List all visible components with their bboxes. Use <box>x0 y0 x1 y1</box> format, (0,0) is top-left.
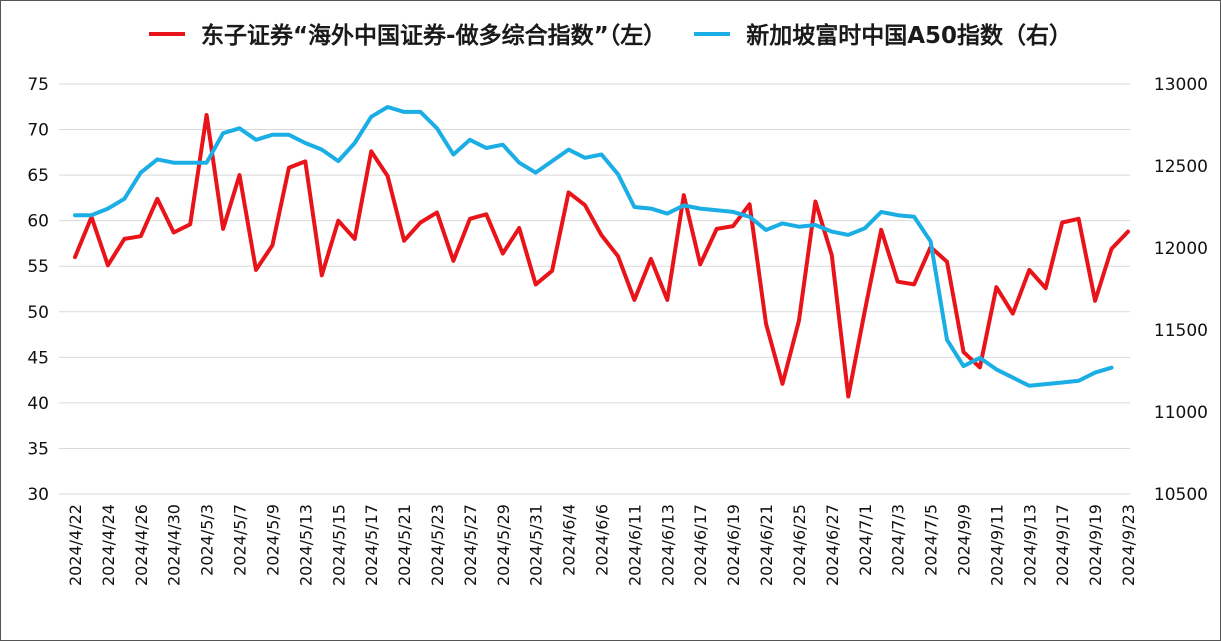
x-tick-label: 2024/6/13 <box>658 504 677 586</box>
series-lines <box>73 105 1130 399</box>
x-tick-label: 2024/9/9 <box>954 504 973 576</box>
left-tick-label: 60 <box>27 212 49 232</box>
x-tick-label: 2024/5/9 <box>263 504 282 576</box>
right-tick-label: 11000 <box>1154 403 1208 423</box>
left-tick-label: 50 <box>27 303 49 323</box>
x-tick-label: 2024/5/15 <box>329 504 348 586</box>
left-tick-label: 55 <box>27 257 49 277</box>
x-tick-label: 2024/5/7 <box>231 504 250 576</box>
legend-swatch-red <box>148 31 185 36</box>
x-tick-label: 2024/9/17 <box>1053 504 1072 586</box>
x-tick-label: 2024/5/23 <box>428 504 447 586</box>
x-tick-label: 2024/9/23 <box>1119 504 1138 586</box>
left-tick-label: 75 <box>27 75 49 95</box>
legend: 东子证券“海外中国证券-做多综合指数”（左） 新加坡富时中国A50指数（右） <box>0 16 1221 50</box>
legend-swatch-blue <box>694 31 731 36</box>
x-tick-label: 2024/6/27 <box>823 504 842 586</box>
x-tick-label: 2024/6/21 <box>757 504 776 586</box>
x-tick-label: 2024/6/25 <box>790 504 809 586</box>
x-tick-label: 2024/6/6 <box>593 504 612 576</box>
left-tick-label: 40 <box>27 394 49 414</box>
legend-label-left-series: 东子证券“海外中国证券-做多综合指数”（左） <box>200 23 667 49</box>
x-tick-label: 2024/4/24 <box>99 504 118 586</box>
left-tick-label: 30 <box>27 485 49 505</box>
right-tick-label: 12500 <box>1154 157 1208 177</box>
x-tick-label: 2024/4/22 <box>66 504 85 586</box>
x-tick-label: 2024/5/17 <box>362 504 381 586</box>
x-tick-label: 2024/5/3 <box>198 504 217 576</box>
x-tick-label: 2024/7/1 <box>856 504 875 576</box>
x-tick-label: 2024/6/4 <box>560 504 579 576</box>
x-tick-label: 2024/5/31 <box>527 504 546 586</box>
x-axis: 2024/4/22 2024/4/24 2024/4/26 2024/4/30 2024… <box>59 493 1138 586</box>
legend-item-right-series: 新加坡富时中国A50指数（右） <box>694 16 1072 50</box>
right-axis: 10500 11000 11500 12000 12500 13000 <box>1154 75 1208 505</box>
x-tick-label: 2024/9/19 <box>1086 504 1105 586</box>
x-tick-label: 2024/5/29 <box>494 504 513 586</box>
series-line-blue <box>73 105 1114 388</box>
x-tick-label: 2024/7/3 <box>889 504 908 576</box>
left-axis: 30 35 40 45 50 55 60 65 70 75 <box>27 75 49 505</box>
x-tick-label: 2024/4/26 <box>132 504 151 586</box>
x-tick-label: 2024/6/17 <box>691 504 710 586</box>
x-tick-label: 2024/5/27 <box>461 504 480 586</box>
x-tick-label: 2024/6/19 <box>724 504 743 586</box>
x-tick-label: 2024/9/11 <box>987 504 1006 586</box>
x-tick-label: 2024/5/13 <box>296 504 315 586</box>
right-tick-label: 13000 <box>1154 75 1208 95</box>
left-tick-label: 45 <box>27 348 49 368</box>
grid-lines <box>59 83 1130 495</box>
legend-label-right-series: 新加坡富时中国A50指数（右） <box>746 23 1073 49</box>
x-tick-label: 2024/7/5 <box>922 504 941 576</box>
series-line-red <box>73 113 1130 399</box>
left-tick-label: 70 <box>27 121 49 141</box>
left-tick-label: 35 <box>27 439 49 459</box>
right-tick-label: 10500 <box>1154 485 1208 505</box>
x-tick-label: 2024/5/21 <box>395 504 414 586</box>
x-tick-label: 2024/4/30 <box>165 504 184 586</box>
right-tick-label: 11500 <box>1154 321 1208 341</box>
x-tick-label: 2024/9/13 <box>1020 504 1039 586</box>
left-tick-label: 65 <box>27 166 49 186</box>
x-tick-label: 2024/6/11 <box>625 504 644 586</box>
right-tick-label: 12000 <box>1154 239 1208 259</box>
legend-item-left-series: 东子证券“海外中国证券-做多综合指数”（左） <box>148 16 667 50</box>
